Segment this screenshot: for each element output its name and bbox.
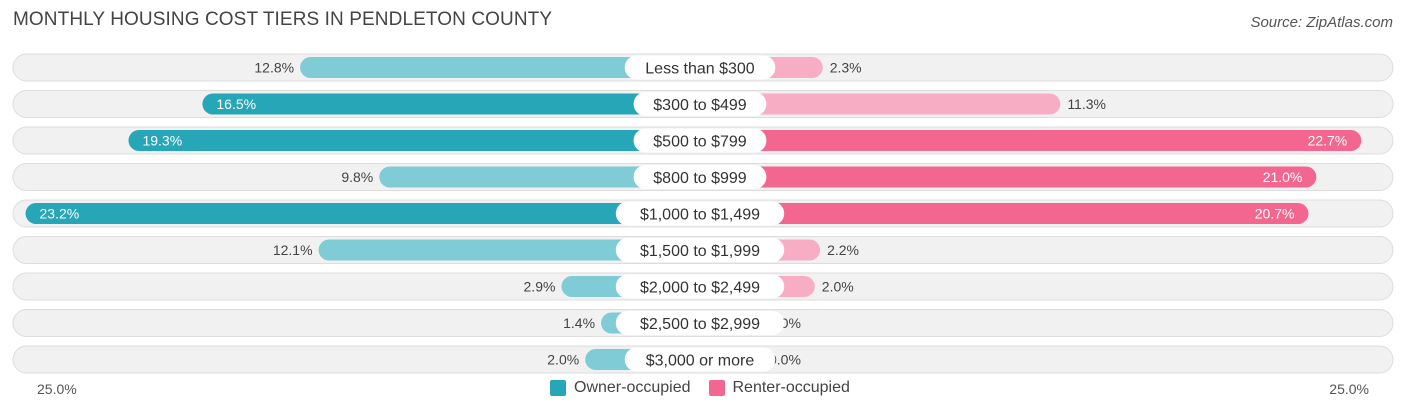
- legend-label-owner: Owner-occupied: [574, 379, 691, 396]
- label-owner: 9.8%: [341, 169, 373, 185]
- bar-owner: [318, 239, 700, 261]
- bar-renter: [700, 93, 1061, 115]
- label-owner: 1.4%: [563, 315, 595, 331]
- category-label: $300 to $499: [653, 97, 747, 114]
- category-label: $1,000 to $1,499: [640, 207, 760, 224]
- category-pill: [624, 347, 776, 372]
- label-renter: 21.0%: [1263, 169, 1303, 185]
- category-pill: [633, 92, 767, 116]
- chart-legend: Owner-occupied Renter-occupied: [550, 379, 868, 397]
- label-renter: 2.2%: [827, 242, 859, 258]
- category-label: $800 to $999: [653, 170, 747, 187]
- label-owner: 2.0%: [547, 352, 579, 368]
- bar-renter: [700, 130, 1362, 151]
- bar-owner: [25, 203, 700, 224]
- label-renter: 2.3%: [830, 60, 862, 76]
- category-pill: [615, 238, 785, 262]
- bar-renter: [700, 166, 1317, 188]
- category-label: $1,500 to $1,999: [640, 243, 760, 260]
- bar-owner: [379, 166, 700, 188]
- category-label: Less than $300: [645, 61, 755, 78]
- category-pill: [633, 128, 767, 153]
- legend-item-owner[interactable]: Owner-occupied: [550, 379, 691, 397]
- bar-renter: [700, 203, 1309, 224]
- bar-owner: [202, 93, 700, 115]
- label-owner: 12.1%: [273, 242, 313, 258]
- axis-min-label: 25.0%: [37, 381, 77, 397]
- category-pill: [633, 165, 767, 189]
- category-label: $2,000 to $2,499: [640, 280, 760, 297]
- label-renter: 2.0%: [822, 279, 854, 295]
- label-owner: 16.5%: [216, 96, 256, 112]
- axis-max-label: 25.0%: [1329, 381, 1369, 397]
- legend-label-renter: Renter-occupied: [732, 379, 850, 396]
- label-renter: 0.0%: [769, 352, 801, 368]
- label-renter: 20.7%: [1255, 206, 1295, 222]
- category-label: $2,500 to $2,999: [640, 316, 760, 333]
- category-pill: [615, 311, 785, 335]
- label-owner: 19.3%: [142, 133, 182, 149]
- legend-item-renter[interactable]: Renter-occupied: [708, 379, 850, 397]
- label-renter: 11.3%: [1067, 96, 1106, 112]
- chart-title: MONTHLY HOUSING COST TIERS IN PENDLETON …: [13, 9, 553, 30]
- label-owner: 23.2%: [40, 206, 80, 222]
- bar-owner: [300, 57, 700, 78]
- category-label: $3,000 or more: [646, 353, 755, 370]
- category-label: $500 to $799: [653, 134, 747, 151]
- label-renter: 22.7%: [1308, 133, 1348, 149]
- label-owner: 2.9%: [524, 279, 556, 295]
- category-pill: [615, 274, 785, 299]
- legend-swatch-renter: [708, 380, 725, 396]
- bar-owner: [128, 130, 701, 151]
- category-pill: [624, 55, 776, 80]
- category-pill: [615, 201, 785, 226]
- label-owner: 12.8%: [254, 60, 294, 76]
- chart-source: Source: ZipAtlas.com: [1250, 14, 1393, 31]
- legend-swatch-owner: [550, 380, 566, 396]
